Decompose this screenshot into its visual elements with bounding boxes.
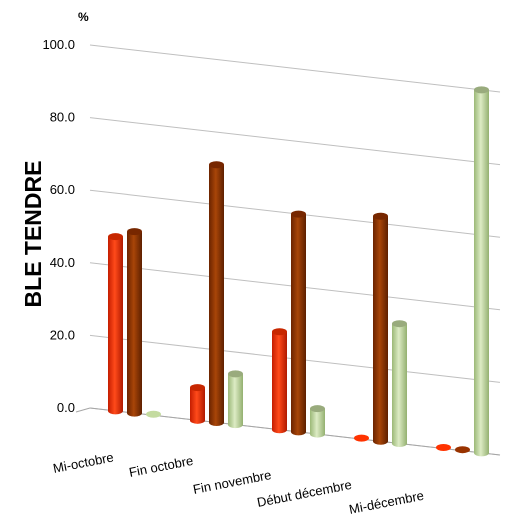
bar-top-shade	[310, 405, 325, 413]
bar-1-2	[228, 370, 243, 429]
y-tick-label: 80.0	[50, 110, 75, 125]
bar-top	[228, 370, 243, 378]
bar-4-2	[474, 86, 489, 457]
y-axis-ticks: 0.0 20.0 40.0 60.0 80.0 100.0	[42, 37, 75, 415]
y-tick-label: 0.0	[57, 400, 75, 415]
bar-3-0	[354, 434, 369, 442]
bar-body	[272, 331, 287, 434]
bar-0-0	[108, 233, 123, 415]
bar-body	[228, 373, 243, 429]
bar-4-0	[436, 444, 451, 452]
bar-top	[436, 444, 451, 452]
bar-top	[392, 320, 407, 328]
bar-top-shade	[190, 384, 205, 392]
bar-top	[209, 161, 224, 169]
bar-1-1	[209, 161, 224, 427]
bar-top	[455, 446, 470, 454]
bar-2-1	[291, 210, 306, 436]
bar-top	[146, 410, 161, 418]
bar-top-shade	[209, 161, 224, 169]
bar-body	[373, 216, 388, 445]
bar-top	[291, 210, 306, 218]
bar-2-0	[272, 328, 287, 434]
bar-top	[354, 434, 369, 442]
x-tick-label: Fin octobre	[128, 453, 195, 480]
x-tick-label: Fin novembre	[192, 467, 273, 497]
y-axis-title: BLE TENDRE	[20, 161, 46, 308]
bar-body	[190, 387, 205, 424]
bar-body	[310, 408, 325, 438]
bar-3-2	[392, 320, 407, 447]
bar-top-shade	[108, 233, 123, 241]
bar-body	[392, 323, 407, 447]
bar-top-shade	[291, 210, 306, 218]
bar-2-2	[310, 405, 325, 438]
bar-top	[127, 228, 142, 236]
bar-body	[291, 214, 306, 436]
y-tick-label: 20.0	[50, 327, 75, 342]
bar-body	[108, 236, 123, 415]
y-tick-label: 60.0	[50, 182, 75, 197]
bar-top	[310, 405, 325, 413]
bar-body	[209, 164, 224, 427]
bar-top-shade	[272, 328, 287, 336]
bars	[108, 86, 489, 457]
bar-top	[373, 212, 388, 220]
bar-top-shade	[474, 86, 489, 94]
bar-0-2	[146, 410, 161, 418]
bar-top-shade	[127, 228, 142, 236]
bar-top-shade	[373, 212, 388, 220]
bar-body	[474, 89, 489, 457]
unit-label: %	[78, 10, 89, 24]
x-tick-label: Mi-octobre	[52, 450, 115, 476]
bar-top-shade	[392, 320, 407, 328]
bar-top	[108, 233, 123, 241]
bar-top	[474, 86, 489, 94]
bar-top-shade	[228, 370, 243, 378]
floor-edge	[75, 407, 91, 413]
bar-top	[190, 384, 205, 392]
bar-0-1	[127, 228, 142, 417]
gridline	[89, 44, 501, 93]
bar-1-0	[190, 384, 205, 424]
bar-4-1	[455, 446, 470, 454]
y-tick-label: 40.0	[50, 255, 75, 270]
bar-top	[272, 328, 287, 336]
gridline	[89, 117, 501, 166]
bar-3-1	[373, 212, 388, 445]
x-tick-label: Mi-décembre	[348, 488, 425, 517]
y-tick-label: 100.0	[42, 37, 75, 52]
bar-body	[127, 231, 142, 417]
